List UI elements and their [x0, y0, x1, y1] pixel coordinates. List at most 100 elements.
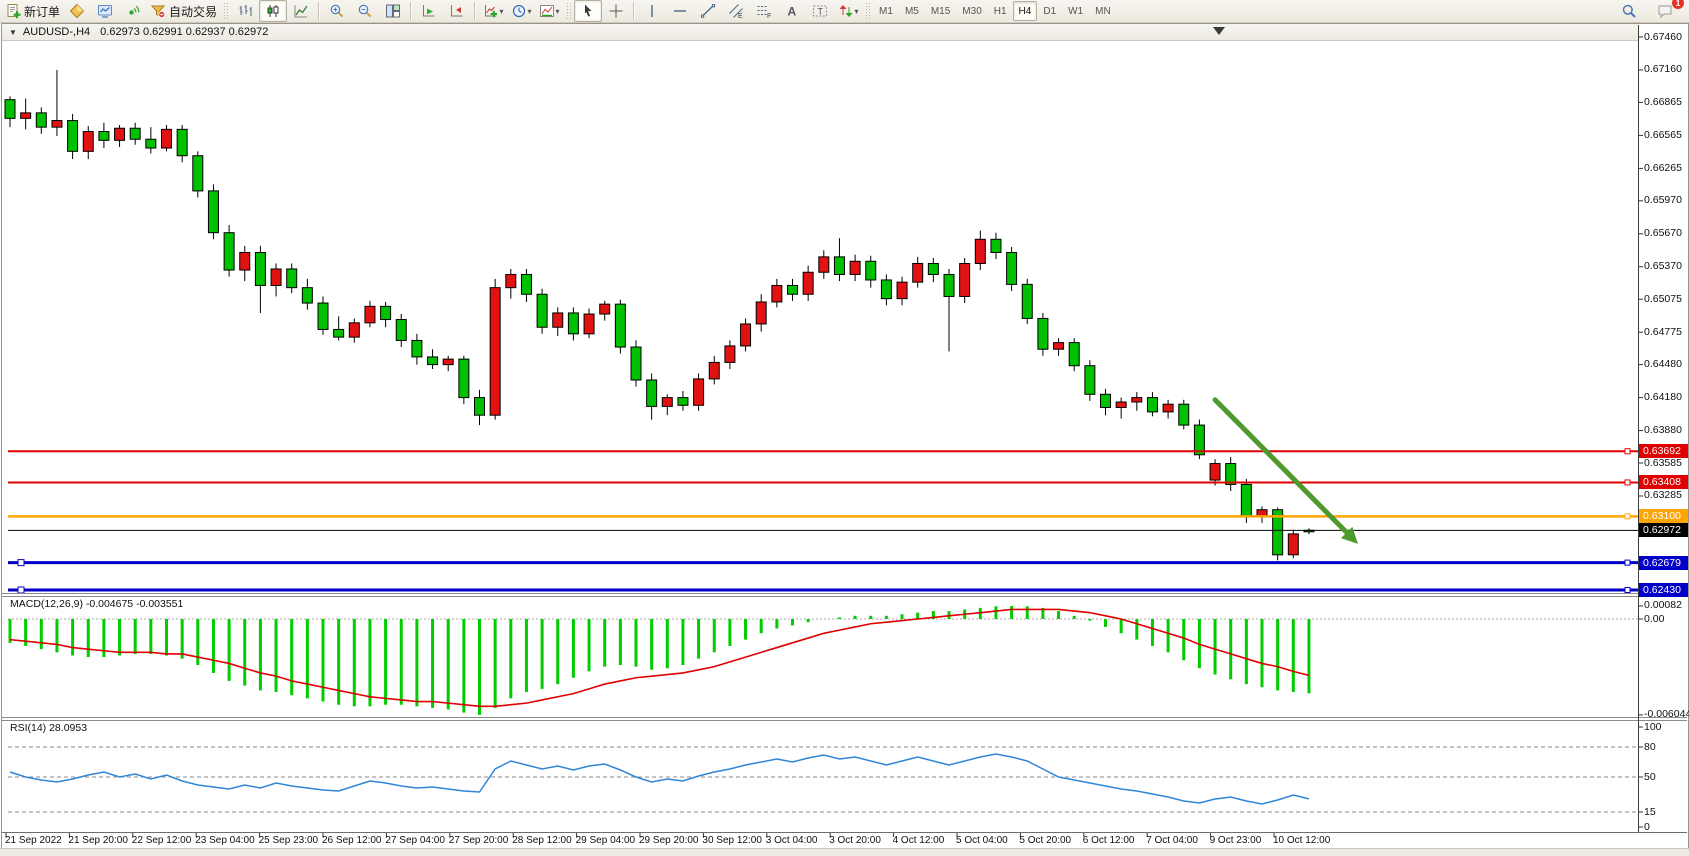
chart-shift-marker[interactable]: [1213, 27, 1225, 35]
candle-body: [1021, 283, 1033, 319]
timeframe-h4-button[interactable]: H4: [1012, 1, 1038, 21]
templates-button[interactable]: ▾: [535, 0, 563, 22]
time-axis-separator: [2, 832, 1687, 833]
macd-panel-separator[interactable]: [2, 593, 1687, 597]
notifications-button[interactable]: 1: [1651, 0, 1684, 22]
timeframe-m5-button[interactable]: M5: [904, 5, 919, 17]
timeframe-h1-button[interactable]: H1: [993, 5, 1007, 17]
chevron-down-icon: ▾: [527, 6, 532, 16]
equidistant-channel-button[interactable]: E: [722, 0, 750, 22]
candle-body: [1084, 365, 1096, 395]
indicators-button[interactable]: ▾: [479, 0, 507, 22]
rsi-panel-separator[interactable]: [2, 717, 1687, 721]
new-order-button[interactable]: 新订单: [2, 0, 63, 22]
candlestick-chart-button[interactable]: [259, 0, 288, 22]
vline-icon: [651, 5, 653, 17]
candle-body: [348, 322, 360, 338]
candle-body: [614, 303, 626, 348]
candle-body: [849, 260, 861, 275]
line-anchor[interactable]: [17, 559, 25, 567]
search-icon: [1622, 4, 1636, 18]
horizontal-scrollbar[interactable]: [0, 848, 1689, 856]
candle-body: [364, 305, 376, 324]
candle-body: [1037, 317, 1049, 350]
candle-body: [505, 273, 517, 289]
timeframe-w1-button[interactable]: W1: [1068, 5, 1084, 17]
timeframe-m1-button[interactable]: M1: [879, 5, 893, 17]
macd-signal-line: [9, 608, 1310, 708]
line-anchor[interactable]: [1624, 479, 1631, 486]
search-button[interactable]: [1615, 0, 1643, 22]
crosshair-icon: [609, 4, 623, 18]
timeframe-mn-button[interactable]: MN: [1095, 5, 1111, 17]
periods-button[interactable]: ▾: [507, 0, 535, 22]
candle-body: [959, 262, 971, 297]
timeframe-m30-button[interactable]: M30: [962, 5, 982, 17]
trend-arrow[interactable]: [1212, 397, 1351, 537]
chart-shift-button[interactable]: [443, 0, 471, 22]
text-icon: A: [788, 5, 797, 19]
candle-body: [1225, 463, 1237, 485]
candle-body: [1178, 403, 1190, 426]
auto-scroll-button[interactable]: [415, 0, 443, 22]
zoom-in-button[interactable]: [323, 0, 351, 22]
candle-body: [755, 301, 767, 325]
bar-chart-button[interactable]: [231, 0, 259, 22]
svg-text:E: E: [738, 13, 743, 19]
line-anchor[interactable]: [1624, 586, 1631, 593]
arrows-button[interactable]: ▾: [834, 0, 862, 22]
candle-body: [145, 138, 157, 149]
market-watch-button[interactable]: [63, 0, 91, 22]
candle-body: [411, 339, 423, 358]
timeframe-d1-button[interactable]: D1: [1043, 5, 1057, 17]
vertical-line-button[interactable]: [638, 0, 666, 22]
chevron-down-icon[interactable]: ▼: [9, 27, 17, 37]
timeframe-m15-button[interactable]: M15: [930, 5, 951, 17]
line-chart-button[interactable]: [287, 0, 315, 22]
candle-body: [333, 328, 345, 338]
tile-windows-button[interactable]: [379, 0, 407, 22]
arrows-icon: [839, 5, 853, 17]
zoom-out-button[interactable]: [351, 0, 379, 22]
crosshair-button[interactable]: [602, 0, 630, 22]
candle-body: [896, 281, 908, 300]
chart-symbol-period: AUDUSD-,H4: [22, 26, 91, 38]
signal-icon: [129, 5, 140, 15]
trendline-button[interactable]: [694, 0, 722, 22]
candle-body: [51, 120, 63, 128]
candle-body: [427, 356, 439, 366]
horizontal-line-button[interactable]: [666, 0, 694, 22]
text-button[interactable]: A: [778, 0, 806, 22]
candle-body: [520, 273, 532, 295]
candle-body: [599, 303, 611, 315]
chat-icon: [1658, 5, 1672, 19]
templates-icon: [539, 5, 554, 17]
candle-body: [927, 262, 939, 275]
line-anchor[interactable]: [1624, 559, 1631, 566]
candle-body: [583, 313, 595, 335]
candle-body: [630, 346, 642, 381]
candles-icon: [267, 5, 279, 17]
chart-window-button[interactable]: [91, 0, 119, 22]
candle-body: [771, 284, 783, 303]
zoom-in-icon: [330, 4, 344, 18]
line-anchor[interactable]: [1624, 448, 1631, 455]
auto-trading-button[interactable]: 自动交易: [147, 0, 220, 22]
hline-icon: [674, 10, 687, 12]
cursor-button[interactable]: [574, 0, 603, 22]
line-anchor[interactable]: [17, 586, 25, 594]
svg-text:T: T: [818, 7, 824, 17]
candle-body: [1240, 483, 1252, 517]
fibonacci-button[interactable]: F: [750, 0, 778, 22]
candle-body: [458, 358, 470, 399]
line-anchor[interactable]: [1624, 513, 1631, 520]
candle-body: [724, 345, 736, 363]
candle-body: [286, 268, 298, 289]
candle-body: [254, 251, 266, 286]
candle-body: [129, 127, 141, 140]
signals-button[interactable]: [119, 0, 147, 22]
candle-body: [943, 273, 955, 297]
text-label-button[interactable]: T: [806, 0, 834, 22]
toolbar: 新订单 自动交易 ▾ ▾ ▾ E F A T ▾ M1 M5 M15 M30 H1 H4 D1 W1 MN 1: [0, 0, 1689, 23]
